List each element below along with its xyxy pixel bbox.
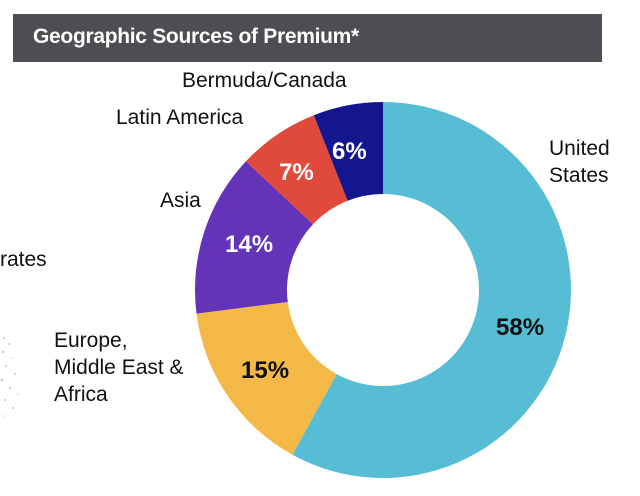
slice-emea-category-label: Europe, Middle East & Africa bbox=[54, 329, 184, 406]
slice-bermuda-canada bbox=[313, 102, 383, 201]
slice-asia bbox=[195, 161, 314, 314]
slice-emea-percent-label: 15% bbox=[241, 357, 290, 384]
slice-united-states-percent-label: 58% bbox=[496, 314, 545, 341]
map-fragment-decoration bbox=[0, 337, 19, 417]
slice-latin-america bbox=[245, 115, 348, 225]
slice-latin-america-percent-label: 7% bbox=[279, 159, 314, 186]
cropped-side-text: rates bbox=[0, 248, 47, 271]
slice-asia-category-label: Asia bbox=[160, 189, 201, 212]
slice-united-states-category-label: United States bbox=[549, 137, 610, 187]
chart-title: Geographic Sources of Premium* bbox=[33, 25, 359, 48]
slice-united-states bbox=[292, 102, 571, 478]
slice-emea bbox=[196, 302, 337, 455]
slice-bermuda-canada-category-label: Bermuda/Canada bbox=[182, 69, 347, 92]
slice-asia-percent-label: 14% bbox=[225, 231, 274, 258]
slice-bermuda-canada-percent-label: 6% bbox=[332, 138, 367, 165]
title-bar: Geographic Sources of Premium* bbox=[13, 14, 602, 62]
slice-latin-america-category-label: Latin America bbox=[116, 106, 244, 129]
